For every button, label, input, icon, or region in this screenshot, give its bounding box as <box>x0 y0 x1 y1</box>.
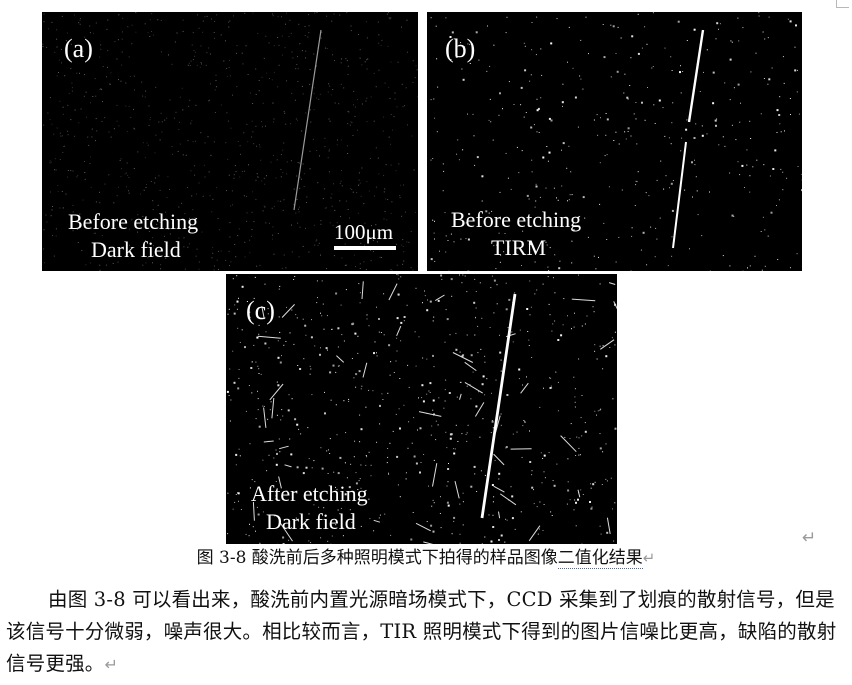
panel-c-caption-line2: Dark field <box>266 509 356 534</box>
panel-a-label: (a) <box>64 34 93 63</box>
scalebar-line <box>334 246 396 250</box>
figure-caption: 图 3-8 酸洗前后多种照明模式下拍得的样品图像二值化结果↵ <box>0 545 852 571</box>
panel-b-label: (b) <box>445 34 476 63</box>
body-paragraph: 由图 3-8 可以看出来，酸洗前内置光源暗场模式下，CCD 采集到了划痕的散射信… <box>6 584 848 681</box>
panel-a-caption-line1: Before etching <box>68 209 199 234</box>
panel-c-label: (c) <box>246 296 275 325</box>
figure-panel-c: (c) After etching Dark field <box>226 274 617 544</box>
caption-prefix: 图 3-8 酸洗前后多种照明模式下拍得的样品图像 <box>196 548 558 568</box>
scalebar-label: 100μm <box>334 220 394 244</box>
panel-c-image <box>226 274 617 544</box>
page-corner-mark <box>836 0 849 8</box>
body-return-mark: ↵ <box>104 655 119 674</box>
panel-c-caption-line1: After etching <box>251 481 368 506</box>
panel-a-image <box>42 12 418 271</box>
figure-panel-a: (a) Before etching Dark field 100μm <box>42 12 418 271</box>
caption-return-mark: ↵ <box>642 549 656 567</box>
panel-b-image <box>430 12 802 271</box>
panel-a-caption-line2: Dark field <box>91 237 181 262</box>
paragraph-return-mark: ↵ <box>802 528 817 548</box>
caption-underlined: 二值化结果 <box>557 548 643 569</box>
panel-b-caption-line2: TIRM <box>491 235 546 260</box>
panel-b-caption-line1: Before etching <box>451 207 582 232</box>
body-paragraph-text: 由图 3-8 可以看出来，酸洗前内置光源暗场模式下，CCD 采集到了划痕的散射信… <box>6 588 837 675</box>
figure-panel-b: (b) Before etching TIRM <box>427 12 802 271</box>
